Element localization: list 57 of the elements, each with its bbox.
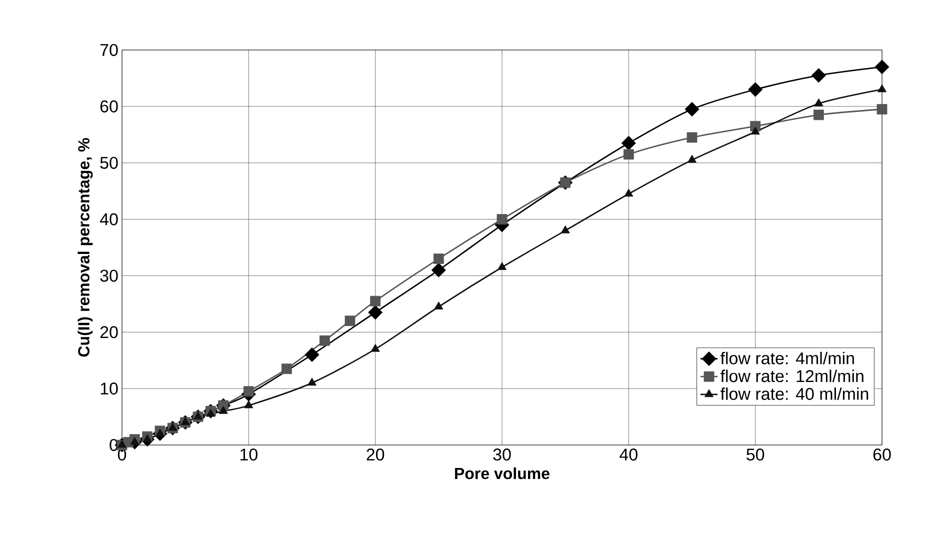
- point: [304, 347, 320, 362]
- y-axis-title: Cu(II) removal percentage, %: [78, 138, 93, 357]
- point: [813, 110, 824, 120]
- point: [431, 262, 446, 278]
- point: [117, 440, 127, 448]
- point: [811, 68, 826, 83]
- legend-label: flow rate: 12ml/min: [720, 370, 864, 382]
- point: [874, 60, 890, 74]
- point: [748, 82, 763, 97]
- y-tick-label: 40: [100, 213, 118, 226]
- y-tick-label: 20: [100, 326, 118, 338]
- point: [307, 378, 317, 386]
- y-tick-label: 10: [100, 382, 118, 395]
- point: [244, 400, 254, 408]
- point: [370, 344, 380, 352]
- point: [814, 98, 824, 106]
- point: [560, 225, 570, 234]
- x-tick-label: 20: [366, 448, 384, 461]
- y-tick-label: 50: [100, 156, 118, 169]
- point: [750, 126, 760, 135]
- point: [218, 406, 228, 414]
- point: [624, 188, 634, 197]
- point: [684, 102, 700, 117]
- point: [434, 302, 444, 310]
- x-tick-label: 40: [620, 448, 638, 461]
- point: [243, 386, 254, 397]
- point: [319, 335, 330, 346]
- point: [168, 422, 178, 431]
- point: [155, 428, 165, 436]
- point: [876, 104, 888, 114]
- legend-label: flow rate: 40 ml/min: [720, 387, 868, 400]
- point: [877, 84, 887, 92]
- point: [623, 149, 634, 160]
- point: [497, 262, 507, 270]
- legend-label: flow rate: 4ml/min: [720, 352, 854, 364]
- point: [368, 305, 383, 320]
- x-tick-label: 30: [493, 448, 511, 461]
- point: [686, 132, 698, 143]
- point: [687, 154, 697, 163]
- point: [193, 412, 203, 420]
- point: [142, 434, 152, 442]
- point: [130, 436, 140, 445]
- x-tick-label: 60: [873, 448, 891, 461]
- point: [496, 214, 508, 224]
- y-tick-label: 30: [100, 270, 118, 282]
- y-tick-label: 70: [100, 44, 118, 56]
- y-tick-label: 60: [100, 100, 118, 112]
- point: [621, 136, 636, 150]
- point: [370, 296, 381, 306]
- x-tick-label: 50: [746, 448, 764, 461]
- x-axis-title: Pore volume: [455, 467, 550, 480]
- point: [433, 254, 444, 264]
- point: [206, 408, 216, 417]
- point: [281, 364, 292, 374]
- point: [344, 316, 356, 326]
- point: [180, 417, 190, 426]
- x-tick-label: 10: [240, 448, 258, 461]
